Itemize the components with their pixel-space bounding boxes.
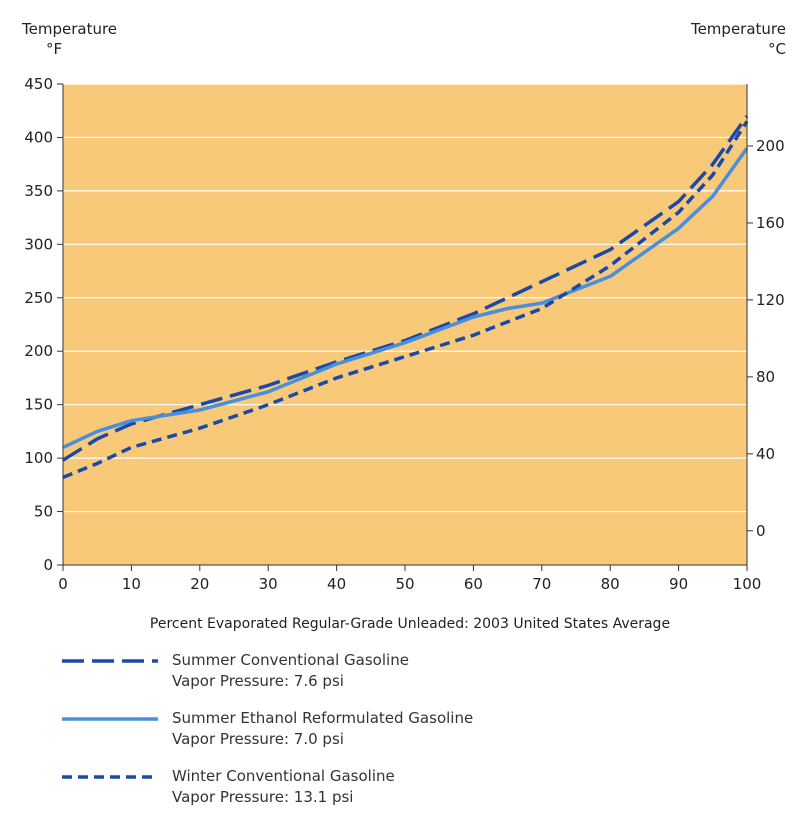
y-tick-label: 350	[24, 182, 53, 200]
x-tick-label: 60	[464, 575, 483, 593]
legend-swatch-long-dash	[62, 659, 158, 663]
x-tick-label: 70	[532, 575, 551, 593]
left-axis-unit: °F	[46, 40, 62, 58]
legend-swatch-solid	[62, 717, 158, 721]
y-tick-label: 0	[43, 556, 53, 574]
y-right-tick-label: 40	[756, 445, 775, 463]
x-axis-label: Percent Evaporated Regular-Grade Unleade…	[150, 616, 670, 632]
y-right-tick-label: 80	[756, 368, 775, 386]
y-tick-label: 150	[24, 396, 53, 414]
legend-series-name: Summer Conventional Gasoline	[172, 651, 409, 669]
x-tick-label: 80	[601, 575, 620, 593]
legend-swatch-short-dash	[62, 775, 158, 779]
left-axis-title: Temperature	[21, 20, 117, 38]
legend: Summer Conventional Gasoline Vapor Press…	[60, 650, 760, 824]
legend-item: Winter Conventional Gasoline Vapor Press…	[60, 766, 760, 824]
grid-lines	[63, 83, 747, 513]
x-tick-label: 40	[327, 575, 346, 593]
x-tick-label: 30	[259, 575, 278, 593]
legend-series-name: Summer Ethanol Reformulated Gasoline	[172, 709, 474, 727]
legend-series-name: Winter Conventional Gasoline	[172, 767, 395, 785]
x-tick-label: 0	[58, 575, 68, 593]
plot-background	[63, 84, 747, 565]
y-right-tick-label: 200	[756, 137, 785, 155]
right-axis-title: Temperature	[690, 20, 786, 38]
x-tick-label: 20	[190, 575, 209, 593]
legend-series-detail: Vapor Pressure: 7.6 psi	[172, 672, 344, 690]
y-right-tick-label: 160	[756, 214, 785, 232]
legend-item: Summer Conventional Gasoline Vapor Press…	[60, 650, 760, 708]
right-axis-unit: °C	[768, 40, 786, 58]
legend-series-detail: Vapor Pressure: 13.1 psi	[172, 788, 354, 806]
y-tick-label: 400	[24, 128, 53, 146]
y-tick-label: 100	[24, 449, 53, 467]
x-tick-label: 10	[122, 575, 141, 593]
series-line-0	[62, 115, 749, 462]
y-tick-label: 250	[24, 289, 53, 307]
x-tick-label: 100	[733, 575, 762, 593]
y-tick-label: 450	[24, 75, 53, 93]
legend-series-detail: Vapor Pressure: 7.0 psi	[172, 730, 344, 748]
series-group	[62, 115, 749, 480]
y-tick-label: 50	[34, 503, 53, 521]
series-line-2	[62, 120, 749, 480]
y-tick-label: 200	[24, 342, 53, 360]
y-right-tick-label: 120	[756, 291, 785, 309]
axes: 0501001502002503003504004500408012016020…	[24, 75, 784, 593]
x-tick-label: 90	[669, 575, 688, 593]
series-line-1	[62, 147, 749, 449]
legend-item: Summer Ethanol Reformulated Gasoline Vap…	[60, 708, 760, 766]
chart: 0501001502002503003504004500408012016020…	[21, 20, 786, 632]
x-tick-label: 50	[395, 575, 414, 593]
y-right-tick-label: 0	[756, 522, 766, 540]
y-tick-label: 300	[24, 235, 53, 253]
